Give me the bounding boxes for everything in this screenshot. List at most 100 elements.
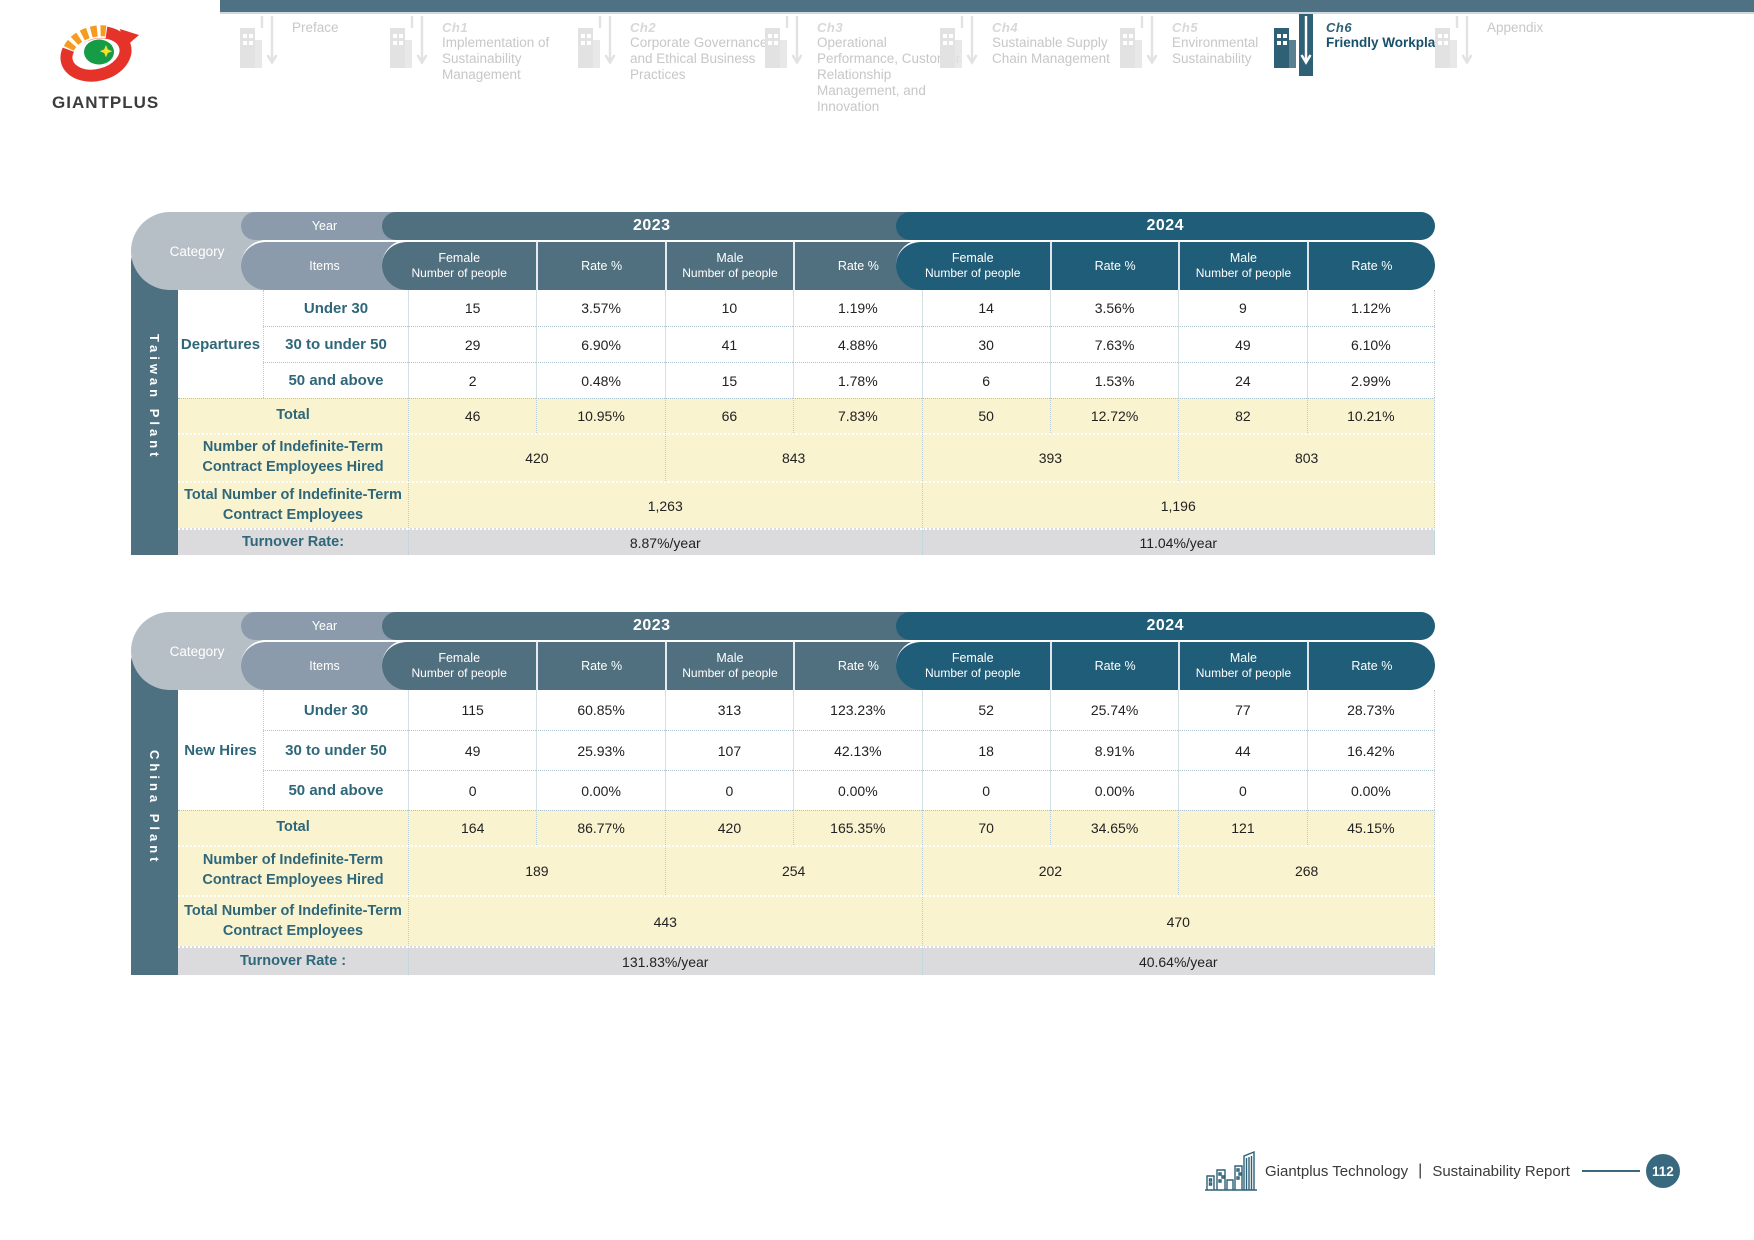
building-icon (1120, 16, 1158, 68)
nav-item-ch5[interactable]: Ch5 Environmental Sustainability (1118, 14, 1324, 80)
total-data-cell: 70 (921, 810, 1050, 845)
data-cell: 123.23% (793, 690, 922, 730)
total-data-cell: 7.83% (793, 398, 922, 433)
table-taiwan-plant: Taiwan Plant Category Year Items 2023 2024 Fem… (131, 212, 1435, 555)
year-2023-band: 2023 (382, 212, 922, 240)
year-2024-band: 2024 (895, 212, 1435, 240)
nav-item-ch4[interactable]: Ch4 Sustainable Supply Chain Management (938, 14, 1144, 80)
nav-item-labels: Ch6 Friendly Workplace (1326, 14, 1478, 51)
footer-report-title: Sustainability Report (1432, 1162, 1570, 1180)
total-data-cell: 10.21% (1306, 398, 1435, 433)
nav-item-label: Sustainable Supply Chain Management (992, 35, 1110, 66)
data-cell: 52 (921, 690, 1050, 730)
data-cell: 0 (1178, 770, 1307, 810)
hired-data-cell: 268 (1178, 845, 1435, 895)
page-footer: Giantplus Technology | Sustainability Re… (1205, 1150, 1680, 1192)
building-icon (388, 14, 438, 80)
data-cell: 8.91% (1049, 730, 1179, 770)
employees-data-cell: 470 (921, 895, 1435, 946)
data-cell: 313 (664, 690, 794, 730)
hired-data-cell: 254 (664, 845, 922, 895)
turnover-data-cell: 11.04%/year (921, 528, 1435, 555)
total-data-cell: 12.72% (1049, 398, 1179, 433)
building-icon (763, 14, 813, 80)
plant-sidebar: Taiwan Plant (131, 240, 178, 555)
column-header: Rate % (1306, 240, 1435, 290)
year-2023-band: 2023 (382, 612, 922, 640)
column-header: Female Number of people (895, 640, 1050, 690)
nav-item-ch3[interactable]: Ch3 Operational Performance, Customer Re… (763, 14, 969, 115)
chapter-number: Ch3 (817, 20, 844, 35)
nav-item-label: Appendix (1487, 20, 1544, 35)
nav-item-labels: Ch5 Environmental Sustainability (1172, 14, 1324, 67)
plant-label: China Plant (147, 749, 162, 866)
row-group-label: New Hires (178, 690, 263, 810)
nav-item-appendix[interactable]: Appendix (1433, 14, 1639, 80)
building-icon (940, 16, 978, 68)
top-accent-bar (220, 0, 1754, 14)
data-cell: 29 (408, 326, 537, 362)
data-cell: 2.99% (1306, 362, 1435, 398)
data-cell: 10 (664, 290, 794, 326)
age-item-label: Under 30 (263, 290, 408, 326)
logo-eye-icon (60, 22, 139, 82)
page-number-badge: 112 (1645, 1154, 1680, 1188)
data-cell: 9 (1178, 290, 1307, 326)
nav-item-ch2[interactable]: Ch2 Corporate Governance and Ethical Bus… (576, 14, 782, 83)
total-data-cell: 45.15% (1306, 810, 1435, 845)
data-cell: 24 (1178, 362, 1307, 398)
total-data-cell: 164 (408, 810, 537, 845)
data-cell: 0.48% (536, 362, 665, 398)
column-header: Female Number of people (382, 240, 537, 290)
total-data-cell: 82 (1178, 398, 1307, 433)
total-data-cell: 10.95% (536, 398, 665, 433)
data-cell: 44 (1178, 730, 1307, 770)
chapter-number: Ch1 (442, 20, 469, 35)
building-icon (1433, 14, 1483, 80)
nav-item-labels: Preface (292, 14, 444, 36)
data-cell: 6.90% (536, 326, 665, 362)
total-data-cell: 46 (408, 398, 537, 433)
data-cell: 16.42% (1306, 730, 1435, 770)
total-data-cell: 420 (664, 810, 794, 845)
total-row-label: Total (178, 810, 408, 845)
nav-item-label: Friendly Workplace (1326, 35, 1451, 50)
column-header: Male Number of people (664, 640, 794, 690)
turnover-row-label: Turnover Rate: (178, 528, 408, 555)
total-data-cell: 121 (1178, 810, 1307, 845)
column-header: Rate % (536, 240, 665, 290)
hired-data-cell: 420 (408, 433, 665, 481)
nav-item-ch6[interactable]: Ch6 Friendly Workplace (1272, 14, 1478, 80)
employees-data-cell: 1,263 (408, 481, 922, 528)
nav-item-label: Operational Performance, Customer Relati… (817, 35, 961, 114)
nav-item-ch1[interactable]: Ch1 Implementation of Sustainability Man… (388, 14, 594, 83)
data-cell: 30 (921, 326, 1050, 362)
column-header: Male Number of people (664, 240, 794, 290)
data-cell: 2 (408, 362, 537, 398)
nav-item-label: Environmental Sustainability (1172, 35, 1259, 66)
data-cell: 0.00% (793, 770, 922, 810)
nav-item-label: Implementation of Sustainability Managem… (442, 35, 550, 82)
age-item-label: Under 30 (263, 690, 408, 730)
hired-data-cell: 843 (664, 433, 922, 481)
plant-sidebar: China Plant (131, 640, 178, 975)
turnover-data-cell: 8.87%/year (408, 528, 922, 555)
nav-item-labels: Appendix (1487, 14, 1639, 36)
column-header: Rate % (1306, 640, 1435, 690)
building-icon (576, 14, 626, 80)
total-row-label: Total (178, 398, 408, 433)
column-header: Female Number of people (895, 240, 1050, 290)
data-cell: 49 (408, 730, 537, 770)
total-data-cell: 66 (664, 398, 794, 433)
nav-item-labels: Ch4 Sustainable Supply Chain Management (992, 14, 1144, 67)
building-icon (1435, 16, 1473, 68)
data-cell: 0 (921, 770, 1050, 810)
hired-data-cell: 189 (408, 845, 665, 895)
data-cell: 1.78% (793, 362, 922, 398)
data-cell: 0.00% (1306, 770, 1435, 810)
data-cell: 42.13% (793, 730, 922, 770)
data-cell: 0 (408, 770, 537, 810)
nav-item-preface[interactable]: Preface (238, 14, 444, 80)
data-cell: 1.19% (793, 290, 922, 326)
nav-item-labels: Ch1 Implementation of Sustainability Man… (442, 14, 594, 83)
